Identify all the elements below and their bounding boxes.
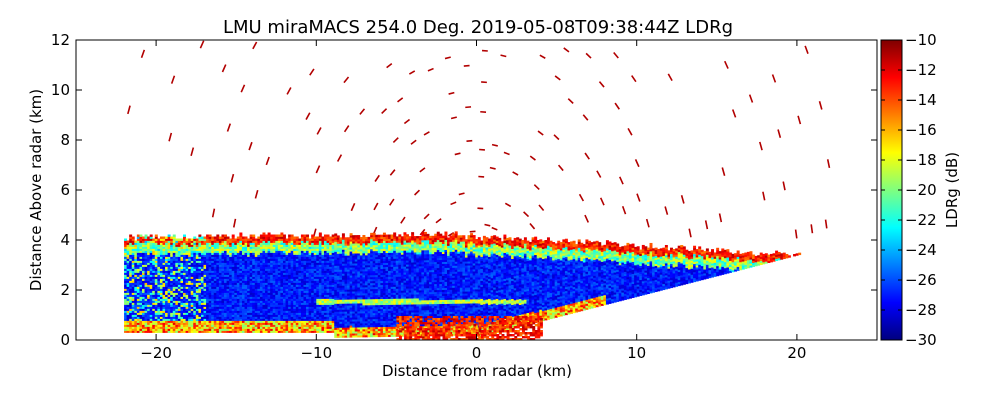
x-tick-label: 10: [627, 344, 646, 362]
x-axis-label: Distance from radar (km): [382, 362, 572, 380]
colorbar-label: LDRg (dB): [943, 152, 961, 228]
colorbar-tick-label: −30: [905, 331, 937, 349]
colorbar: −30 −28 −26 −24 −22 −20 −18 −16 −14 −12 −10 LDRg (…: [881, 31, 961, 349]
colorbar-tick-label: −18: [905, 151, 937, 169]
colorbar-tick-label: −10: [905, 31, 937, 49]
y-tick-label: 10: [51, 81, 70, 99]
y-tick-label: 12: [51, 31, 70, 49]
y-tick-label: 2: [60, 281, 70, 299]
colorbar-tick-label: −16: [905, 121, 937, 139]
colorbar-tick-label: −12: [905, 61, 937, 79]
x-tick-label: 20: [787, 344, 806, 362]
y-tick-label: 4: [60, 231, 70, 249]
y-axis-label: Distance Above radar (km): [27, 89, 45, 291]
colorbar-tick-label: −22: [905, 211, 937, 229]
colorbar-tick-label: −26: [905, 271, 937, 289]
colorbar-tick-label: −14: [905, 91, 937, 109]
y-tick-label: 6: [60, 181, 70, 199]
chart-title: LMU miraMACS 254.0 Deg. 2019-05-08T09:38…: [223, 17, 733, 38]
plot-area: [76, 40, 877, 340]
colorbar-tick-label: −20: [905, 181, 937, 199]
x-tick-label: −10: [300, 344, 332, 362]
y-tick-label: 0: [60, 331, 70, 349]
colorbar-tick-label: −24: [905, 241, 937, 259]
y-tick-label: 8: [60, 131, 70, 149]
x-tick-label: −20: [140, 344, 172, 362]
x-tick-label: 0: [472, 344, 482, 362]
colorbar-tick-label: −28: [905, 301, 937, 319]
